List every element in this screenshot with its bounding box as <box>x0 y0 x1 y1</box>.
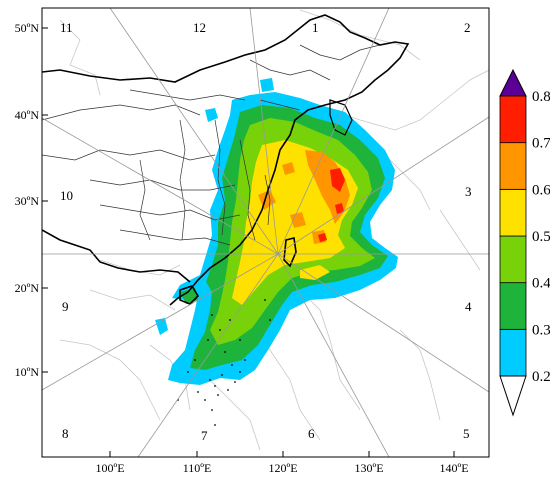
sector-label-8: 8 <box>62 426 69 441</box>
colorbar-segment <box>499 95 527 144</box>
colorbar-tick-label: 0.6 <box>532 182 550 198</box>
lon-label-120: 120ºE <box>268 461 297 475</box>
colorbar-tick-label: 0.3 <box>532 322 550 338</box>
colorbar-tick-label: 0.4 <box>532 276 550 292</box>
sector-label-12: 12 <box>193 20 206 35</box>
colorbar-segment <box>499 142 527 190</box>
contour-level-07 <box>330 168 345 192</box>
lon-label-130: 130ºE <box>354 461 383 475</box>
colorbar-tick-label: 0.7 <box>532 136 550 152</box>
province-borders <box>42 44 381 246</box>
sector-label-5: 5 <box>463 426 470 441</box>
lat-label-10: 10ºN <box>15 365 40 379</box>
colorbar-tick-label: 0.5 <box>532 229 550 245</box>
sector-label-4: 4 <box>465 299 472 314</box>
lon-label-140: 140ºE <box>439 461 468 475</box>
sector-label-1: 1 <box>312 20 319 35</box>
lat-label-30: 30ºN <box>15 194 40 208</box>
sector-label-2: 2 <box>464 20 471 35</box>
lon-label-110: 110ºE <box>183 461 212 475</box>
sector-label-11: 11 <box>60 20 73 35</box>
colorbar-segment <box>499 188 527 237</box>
map-frame <box>41 7 490 458</box>
colorbar-segment <box>499 282 527 330</box>
taiwan-island <box>283 237 297 268</box>
sector-label-10: 10 <box>60 188 73 203</box>
colorbar-segment <box>499 328 527 377</box>
island-dots <box>177 299 271 426</box>
sector-label-3: 3 <box>465 184 472 199</box>
sector-lines <box>42 8 489 457</box>
lat-label-20: 20ºN <box>15 281 40 295</box>
colorbar-tick-label: 0.2 <box>532 369 550 385</box>
colorbar: 0.2 0.3 0.4 0.5 0.6 0.7 0.8 <box>499 68 550 417</box>
lon-axis: 100ºE 110ºE 120ºE 130ºE 140ºE <box>95 451 469 475</box>
sector-label-7: 7 <box>201 428 208 443</box>
hainan-island <box>179 285 200 305</box>
colorbar-segment <box>499 235 527 284</box>
colorbar-extend-low <box>499 375 527 417</box>
sector-label-9: 9 <box>62 299 69 314</box>
lat-label-40: 40ºN <box>15 108 40 122</box>
shaded-field <box>155 78 398 385</box>
china-border <box>42 14 410 306</box>
map-plot-area: 1 2 3 4 5 6 7 8 9 10 11 12 <box>42 8 489 457</box>
lon-label-100: 100ºE <box>95 461 124 475</box>
colorbar-tick-label: 0.8 <box>532 89 550 105</box>
colorbar-extend-high <box>499 68 527 97</box>
lat-label-50: 50ºN <box>15 21 40 35</box>
sector-label-6: 6 <box>308 426 315 441</box>
lat-axis: 50ºN 40ºN 30ºN 20ºN 10ºN <box>15 21 48 379</box>
